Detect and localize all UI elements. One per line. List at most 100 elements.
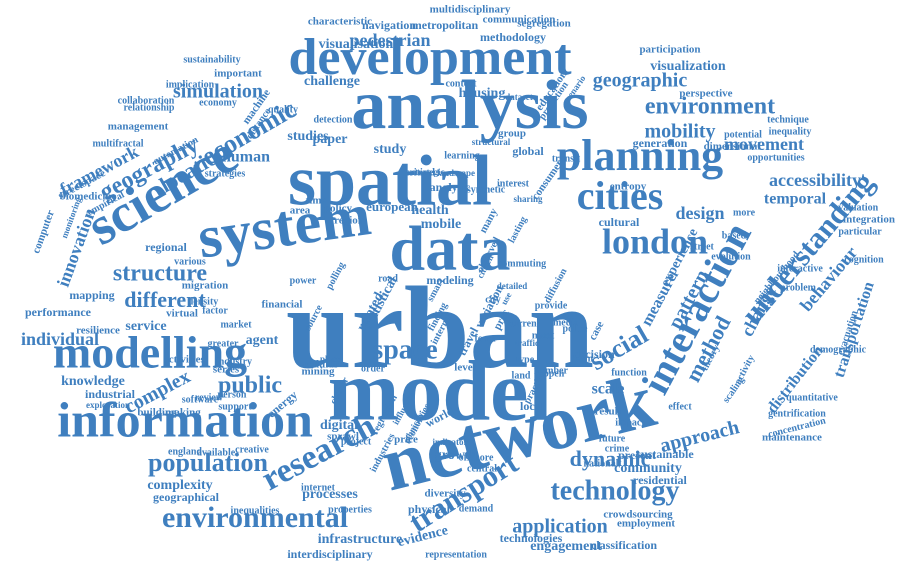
cloud-word: demand	[459, 503, 494, 514]
cloud-word: sustainability	[183, 54, 240, 65]
cloud-word: interactive	[777, 263, 823, 274]
cloud-word: software	[182, 394, 219, 405]
cloud-word: growth	[435, 448, 478, 463]
cloud-word: impact	[615, 417, 645, 428]
cloud-word: crowdsourcing	[603, 509, 673, 521]
cloud-word: internet	[301, 482, 336, 493]
cloud-word: population	[148, 448, 268, 477]
cloud-word: open	[544, 368, 565, 379]
cloud-word: learning	[444, 150, 480, 161]
cloud-word: national	[583, 458, 618, 469]
cloud-word: group	[498, 128, 526, 140]
cloud-word: mapping	[69, 288, 114, 302]
cloud-word: provide	[535, 300, 568, 311]
cloud-word: making	[165, 407, 201, 419]
cloud-word: participation	[639, 44, 700, 56]
cloud-word: current	[508, 318, 541, 329]
cloud-word: result	[595, 406, 622, 418]
cloud-word: inequality	[769, 126, 812, 137]
cloud-word: communication	[483, 14, 556, 26]
cloud-word: implication	[166, 79, 215, 90]
cloud-word: london	[602, 221, 708, 261]
cloud-word: maintenance	[762, 432, 822, 444]
cloud-word: methodology	[480, 30, 546, 44]
cloud-word: cities	[577, 173, 664, 218]
cloud-word: planning	[557, 131, 723, 180]
cloud-word: crime	[605, 443, 630, 454]
cloud-word: housing	[459, 86, 506, 101]
cloud-word: perspective	[679, 88, 732, 100]
cloud-word: local	[520, 399, 545, 413]
cloud-word: public	[218, 373, 282, 399]
cloud-word: analysis	[351, 67, 588, 144]
cloud-word: activities	[163, 354, 205, 366]
cloud-word: strategies	[205, 168, 246, 179]
cloud-word: cognition	[844, 254, 884, 265]
cloud-word: community	[614, 461, 682, 476]
cloud-word: place	[320, 354, 340, 364]
cloud-word: space	[372, 334, 437, 365]
cloud-word: dimensional	[704, 141, 761, 153]
cloud-word: modeling	[426, 273, 473, 287]
cloud-word: transit	[552, 153, 581, 164]
cloud-word: media	[553, 317, 579, 328]
cloud-word: characteristic	[308, 16, 372, 28]
cloud-word: dynamic	[570, 446, 651, 471]
cloud-word: resilience	[76, 325, 120, 337]
cloud-word: factor	[202, 305, 228, 316]
cloud-word: traffic	[515, 338, 539, 348]
cloud-word: present	[618, 448, 656, 462]
cloud-word: digital	[320, 418, 358, 433]
cloud-word: scale	[592, 381, 625, 398]
cloud-word: time	[306, 195, 327, 207]
cloud-word: analytic	[430, 180, 471, 194]
cloud-word: important	[214, 68, 262, 80]
cloud-word: individual	[21, 329, 99, 349]
cloud-word: industry	[216, 356, 252, 367]
cloud-word: environment	[645, 94, 775, 120]
cloud-word: geographic	[593, 70, 688, 92]
cloud-word: particular	[838, 226, 882, 237]
cloud-word: residential	[633, 473, 687, 487]
cloud-word: european	[366, 199, 419, 214]
cloud-word: modelling	[53, 327, 247, 378]
cloud-word: studies	[287, 129, 329, 144]
cloud-word: performance	[25, 305, 92, 319]
cloud-word: simulation	[173, 81, 263, 103]
cloud-word: migration	[182, 280, 228, 292]
cloud-word: form	[474, 333, 496, 344]
cloud-word: mobility	[644, 121, 715, 143]
cloud-word: detection	[314, 114, 353, 125]
cloud-word: price	[394, 434, 418, 446]
cloud-word: commuting	[498, 258, 546, 269]
cloud-word: review	[195, 392, 224, 403]
cloud-word: opportunities	[747, 152, 804, 163]
cloud-word: accessibility	[769, 170, 861, 190]
cloud-word: detailed	[497, 281, 528, 291]
cloud-word: human	[222, 149, 270, 166]
cloud-word: technique	[767, 114, 809, 125]
cloud-word: interdisciplinary	[287, 547, 372, 561]
cloud-word: dataset	[505, 92, 533, 102]
cloud-word: classification	[591, 538, 657, 552]
cloud-word: various	[174, 256, 206, 267]
cloud-word: most	[532, 330, 555, 342]
cloud-word: exploration	[86, 400, 130, 410]
cloud-word: context	[445, 78, 477, 89]
cloud-word: technology	[550, 475, 679, 506]
cloud-word: landscape	[437, 168, 475, 178]
cloud-word: mobile	[421, 217, 461, 232]
cloud-word: physical	[408, 502, 451, 516]
cloud-word: sprawl	[327, 431, 359, 443]
cloud-word: cultural	[599, 215, 640, 229]
cloud-word: cellular	[303, 359, 339, 371]
words-layer: urbanmodelnetworkspatialanalysisdatasyst…	[21, 4, 895, 561]
cloud-word: generation	[633, 136, 688, 150]
cloud-word: urban	[286, 262, 594, 393]
cloud-word: power	[290, 275, 317, 286]
cloud-word: multidisciplinary	[430, 4, 511, 16]
cloud-word: paper	[313, 132, 348, 147]
cloud-word: region	[334, 215, 364, 227]
cloud-word: critical	[405, 167, 435, 178]
cloud-word: metropolitan	[412, 18, 479, 32]
